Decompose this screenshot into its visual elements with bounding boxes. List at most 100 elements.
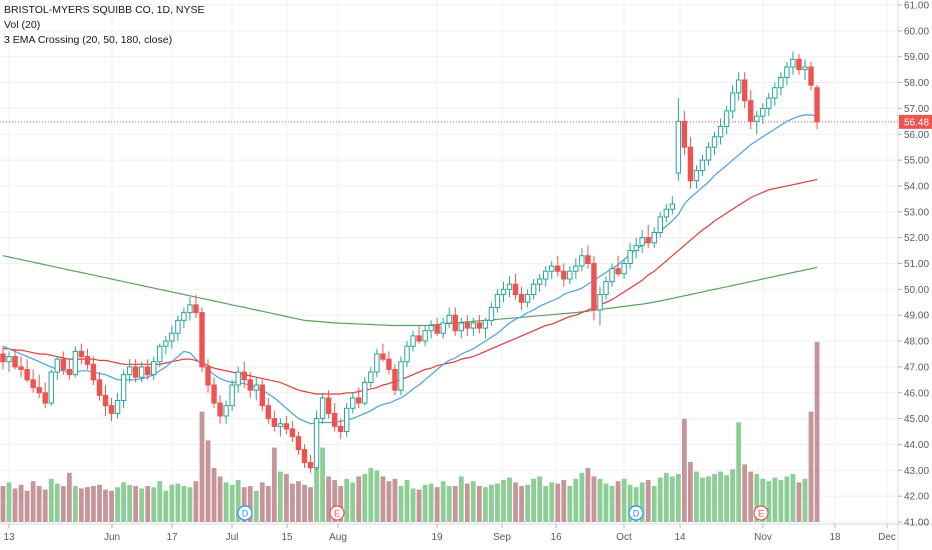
candle-body[interactable] xyxy=(639,237,645,246)
candle-body[interactable] xyxy=(543,270,549,280)
candle-body[interactable] xyxy=(434,325,440,334)
candle-body[interactable] xyxy=(681,120,688,148)
candle-body[interactable] xyxy=(530,283,537,296)
candle-body[interactable] xyxy=(452,314,458,332)
candle-body[interactable] xyxy=(711,136,718,148)
candle-body[interactable] xyxy=(380,353,386,360)
volume-indicator-label[interactable]: Vol (20) xyxy=(4,19,41,31)
ema-indicator-label[interactable]: 3 EMA Crossing (20, 50, 180, close) xyxy=(4,34,173,46)
candle-body[interactable] xyxy=(42,392,48,404)
candle-body[interactable] xyxy=(416,335,422,342)
candle-body[interactable] xyxy=(428,325,434,332)
candle-body[interactable] xyxy=(265,405,272,420)
candle-body[interactable] xyxy=(422,330,428,342)
candle-body[interactable] xyxy=(766,97,772,109)
candle-body[interactable] xyxy=(102,394,109,407)
candle-body[interactable] xyxy=(217,402,223,417)
candle-body[interactable] xyxy=(440,322,446,334)
candle-body[interactable] xyxy=(675,120,682,174)
candle-body[interactable] xyxy=(90,363,97,381)
candle-body[interactable] xyxy=(157,345,163,363)
candle-body[interactable] xyxy=(331,412,338,427)
candle-body[interactable] xyxy=(235,371,241,386)
candle-body[interactable] xyxy=(748,100,754,122)
dividend-marker[interactable] xyxy=(628,505,644,521)
candle-body[interactable] xyxy=(0,353,6,363)
candle-body[interactable] xyxy=(24,368,30,381)
candle-body[interactable] xyxy=(151,361,157,376)
candle-body[interactable] xyxy=(108,405,115,414)
candle-body[interactable] xyxy=(175,319,181,334)
candle-body[interactable] xyxy=(211,384,217,404)
candle-body[interactable] xyxy=(187,304,193,314)
candle-body[interactable] xyxy=(687,146,694,182)
candle-body[interactable] xyxy=(518,294,525,303)
candle-body[interactable] xyxy=(78,350,85,358)
candle-body[interactable] xyxy=(446,314,452,324)
candle-body[interactable] xyxy=(512,283,519,296)
candle-body[interactable] xyxy=(754,115,760,122)
candle-body[interactable] xyxy=(699,159,706,171)
candle-body[interactable] xyxy=(723,110,730,127)
candle-body[interactable] xyxy=(573,265,579,272)
candle-body[interactable] xyxy=(621,263,627,275)
candle-body[interactable] xyxy=(277,423,284,427)
candle-body[interactable] xyxy=(645,237,651,244)
candle-body[interactable] xyxy=(18,366,24,370)
candle-body[interactable] xyxy=(223,405,229,417)
candle-body[interactable] xyxy=(796,58,802,71)
candle-body[interactable] xyxy=(120,374,127,402)
candle-body[interactable] xyxy=(72,350,79,376)
candle-body[interactable] xyxy=(253,384,259,391)
candle-body[interactable] xyxy=(500,288,507,296)
candle-body[interactable] xyxy=(205,366,211,386)
candle-body[interactable] xyxy=(693,169,700,182)
candle-body[interactable] xyxy=(555,265,561,272)
candle-body[interactable] xyxy=(585,255,591,264)
candle-body[interactable] xyxy=(717,125,724,138)
candle-body[interactable] xyxy=(259,384,265,407)
candle-body[interactable] xyxy=(470,322,477,329)
candle-body[interactable] xyxy=(241,371,247,381)
candle-body[interactable] xyxy=(114,400,121,414)
candle-body[interactable] xyxy=(549,265,555,272)
candle-body[interactable] xyxy=(271,418,278,427)
candle-body[interactable] xyxy=(603,281,609,296)
symbol-title[interactable]: BRISTOL-MYERS SQUIBB CO, 1D, NYSE xyxy=(4,4,205,16)
candle-body[interactable] xyxy=(705,146,712,161)
candle-body[interactable] xyxy=(669,203,676,210)
candle-body[interactable] xyxy=(319,397,326,420)
candle-body[interactable] xyxy=(54,358,60,373)
candle-body[interactable] xyxy=(464,322,471,329)
candle-body[interactable] xyxy=(132,366,139,378)
candle-body[interactable] xyxy=(778,76,784,89)
candle-body[interactable] xyxy=(169,332,175,342)
candle-body[interactable] xyxy=(790,58,796,68)
candle-body[interactable] xyxy=(283,423,290,430)
candle-body[interactable] xyxy=(802,66,808,71)
candle-body[interactable] xyxy=(368,371,374,383)
candle-body[interactable] xyxy=(289,428,296,438)
candle-body[interactable] xyxy=(374,353,380,373)
candle-body[interactable] xyxy=(536,278,543,285)
candle-body[interactable] xyxy=(476,322,483,329)
candle-body[interactable] xyxy=(247,379,253,391)
candle-body[interactable] xyxy=(506,283,513,290)
candle-body[interactable] xyxy=(301,449,308,464)
candle-body[interactable] xyxy=(307,462,314,469)
candle-body[interactable] xyxy=(663,208,669,218)
candle-body[interactable] xyxy=(741,79,748,102)
candle-body[interactable] xyxy=(633,244,639,252)
candle-body[interactable] xyxy=(138,366,145,378)
candle-body[interactable] xyxy=(458,322,464,332)
candle-body[interactable] xyxy=(772,87,778,99)
candle-body[interactable] xyxy=(561,270,567,280)
candle-body[interactable] xyxy=(60,358,66,370)
candle-body[interactable] xyxy=(567,270,573,280)
candle-body[interactable] xyxy=(126,366,133,376)
earnings-marker[interactable] xyxy=(329,505,345,521)
candle-body[interactable] xyxy=(96,379,103,396)
earnings-marker[interactable] xyxy=(753,505,769,521)
candle-body[interactable] xyxy=(362,381,368,404)
